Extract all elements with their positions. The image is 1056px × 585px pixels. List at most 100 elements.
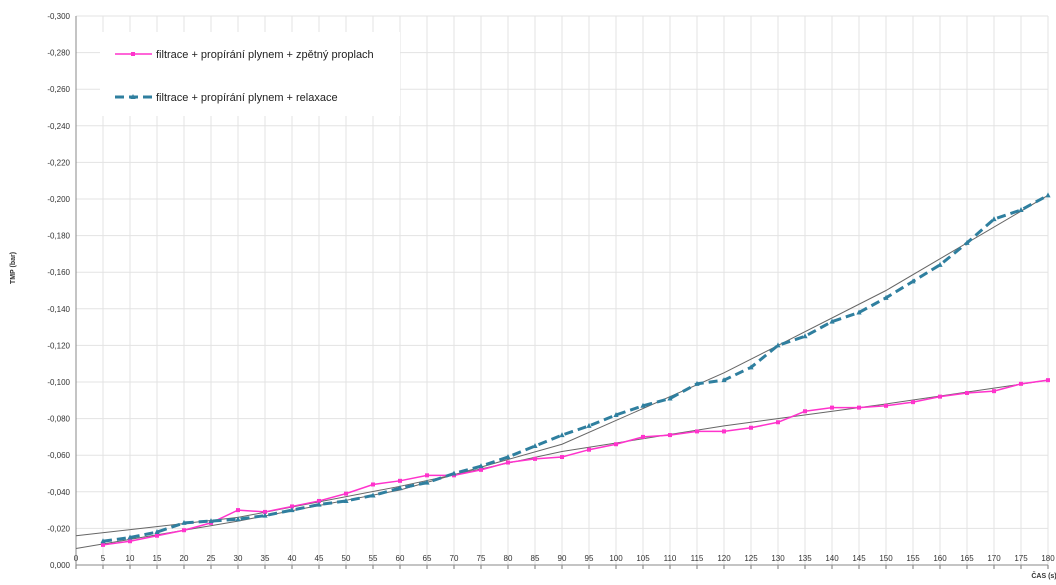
- x-tick-label: 105: [636, 554, 650, 563]
- data-point: [937, 261, 943, 267]
- y-tick-label: -0,160: [47, 268, 70, 277]
- data-point: [722, 429, 726, 434]
- x-tick-label: 5: [101, 554, 106, 563]
- y-axis-title: TMP (bar): [10, 252, 17, 284]
- data-point: [965, 390, 969, 395]
- y-tick-label: -0,060: [47, 451, 70, 460]
- legend-background: [100, 32, 400, 116]
- legend-marker: [131, 52, 135, 56]
- series-line: [102, 194, 1049, 543]
- x-tick-label: 160: [933, 554, 947, 563]
- y-tick-label: -0,300: [47, 12, 70, 21]
- data-point: [559, 432, 565, 438]
- x-tick-label: 170: [987, 554, 1001, 563]
- data-point: [154, 529, 160, 535]
- y-tick-label: 0,000: [50, 561, 71, 570]
- x-tick-label: 15: [153, 554, 162, 563]
- x-tick-label: 150: [879, 554, 893, 563]
- data-point: [371, 482, 375, 487]
- x-tick-label: 35: [261, 554, 270, 563]
- y-tick-label: -0,020: [47, 524, 70, 533]
- x-tick-label: 180: [1041, 554, 1055, 563]
- data-point: [667, 395, 673, 401]
- data-point: [803, 409, 807, 414]
- y-tick-label: -0,200: [47, 195, 70, 204]
- data-point: [101, 542, 105, 547]
- series-2: [100, 192, 1051, 544]
- x-tick-label: 135: [798, 554, 812, 563]
- data-point: [830, 405, 834, 410]
- x-tick-label: 90: [558, 554, 567, 563]
- data-point: [992, 389, 996, 394]
- data-point: [748, 364, 754, 370]
- data-point: [425, 473, 429, 478]
- x-tick-label: 25: [207, 554, 216, 563]
- data-point: [263, 509, 267, 514]
- data-point: [991, 216, 997, 222]
- x-tick-label: 20: [180, 554, 189, 563]
- legend-label: filtrace + propírání plynem + zpětný pro…: [156, 49, 374, 61]
- data-point: [478, 463, 484, 469]
- data-point: [398, 478, 402, 483]
- x-tick-label: 155: [906, 554, 920, 563]
- data-point: [695, 429, 699, 434]
- data-point: [451, 470, 457, 476]
- x-tick-label: 100: [609, 554, 623, 563]
- x-tick-label: 80: [504, 554, 513, 563]
- data-point: [938, 394, 942, 399]
- data-point: [479, 467, 483, 472]
- data-point: [964, 239, 970, 245]
- data-point: [910, 278, 916, 284]
- x-tick-label: 110: [664, 554, 677, 563]
- data-point: [1019, 381, 1023, 386]
- data-point: [424, 479, 430, 485]
- data-point: [614, 442, 618, 447]
- data-point: [857, 405, 861, 410]
- x-tick-label: 115: [691, 554, 704, 563]
- x-axis-title: ČAS (s): [1031, 571, 1056, 580]
- data-point: [775, 342, 781, 348]
- data-point: [262, 512, 268, 518]
- x-tick-label: 70: [450, 554, 459, 563]
- x-tick-label: 75: [477, 554, 486, 563]
- data-point: [1045, 192, 1051, 198]
- data-point: [1018, 206, 1024, 212]
- x-tick-label: 85: [531, 554, 540, 563]
- data-point: [344, 491, 348, 496]
- data-point: [128, 539, 132, 544]
- series: [100, 192, 1051, 547]
- data-point: [505, 454, 511, 460]
- data-point: [613, 411, 619, 417]
- data-point: [1046, 378, 1050, 383]
- data-point: [532, 443, 538, 449]
- data-point: [506, 460, 510, 465]
- grid: [75, 15, 1049, 566]
- x-tick-label: 145: [852, 554, 866, 563]
- data-point: [587, 447, 591, 452]
- x-tick-label: 55: [369, 554, 378, 563]
- data-point: [802, 333, 808, 339]
- data-point: [236, 508, 240, 513]
- legend-label: filtrace + propírání plynem + relaxace: [156, 92, 338, 104]
- y-tick-label: -0,080: [47, 415, 70, 424]
- series-line: [102, 379, 1049, 546]
- data-point: [776, 420, 780, 425]
- y-tick-label: -0,180: [47, 232, 70, 241]
- data-point: [668, 433, 672, 438]
- y-tick-label: -0,260: [47, 85, 70, 94]
- data-point: [533, 456, 537, 461]
- data-point: [911, 400, 915, 405]
- data-point: [397, 485, 403, 491]
- y-tick-label: -0,100: [47, 378, 70, 387]
- x-tick-label: 120: [717, 554, 731, 563]
- data-point: [694, 380, 700, 386]
- y-tick-label: -0,220: [47, 158, 70, 167]
- data-point: [884, 403, 888, 408]
- x-tick-label: 65: [423, 554, 432, 563]
- x-tick-label: 130: [771, 554, 785, 563]
- data-point: [883, 294, 889, 300]
- data-point: [235, 516, 241, 522]
- legend-marker: [130, 94, 136, 99]
- x-tick-label: 10: [126, 554, 135, 563]
